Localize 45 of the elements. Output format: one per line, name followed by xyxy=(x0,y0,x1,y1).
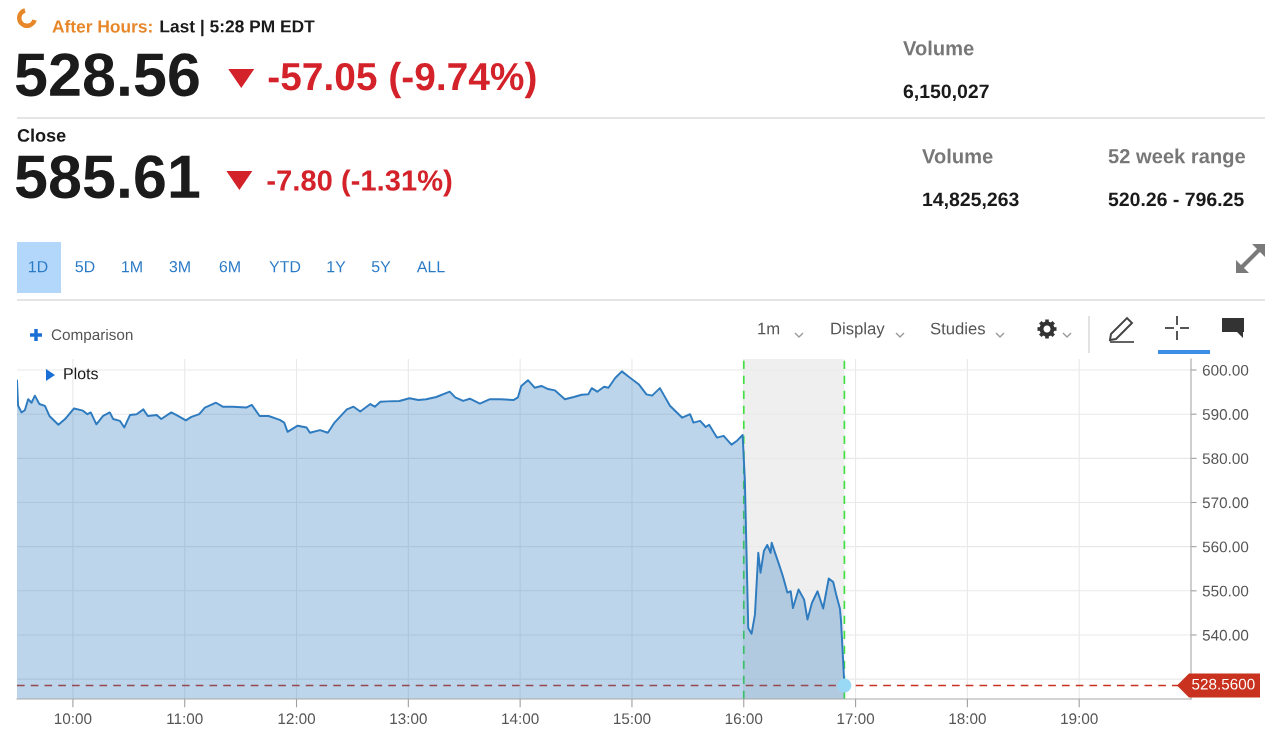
x-tick-label: 10:00 xyxy=(54,713,92,725)
text: -57.05 (-9.74%) xyxy=(268,61,536,99)
text: 520.26 - 796.25 xyxy=(1108,192,1244,207)
text: 1M xyxy=(122,261,142,273)
text: Volume xyxy=(903,40,974,56)
text: Display xyxy=(831,322,885,338)
y-tick-label: 580.00 xyxy=(1202,453,1249,465)
x-tick-label: 18:00 xyxy=(949,713,986,725)
x-tick-label: 11:00 xyxy=(167,713,203,725)
text: 5Y xyxy=(371,261,391,273)
x-tick-label: 14:00 xyxy=(502,713,539,725)
x-tick-label: 12:00 xyxy=(278,713,316,725)
y-tick-label: 550.00 xyxy=(1202,585,1249,597)
y-tick-label: 600.00 xyxy=(1202,364,1249,376)
y-tick-label: 570.00 xyxy=(1202,497,1249,509)
x-tick-label: 16:00 xyxy=(725,713,763,725)
text: ALL xyxy=(416,261,445,273)
x-tick-label: 17:00 xyxy=(837,713,875,725)
text: Comparison xyxy=(51,328,133,344)
text: YTD xyxy=(269,261,301,273)
ref-line-label: 528.5600 xyxy=(1192,678,1255,690)
x-tick-label: 19:00 xyxy=(1061,713,1098,725)
text: 6,150,027 xyxy=(903,84,989,102)
text: 585.61 xyxy=(15,155,200,199)
text: -7.80 (-1.31%) xyxy=(267,169,452,197)
text: Volume xyxy=(922,148,993,164)
text: 6M xyxy=(219,260,240,273)
text: 1m xyxy=(758,322,780,335)
text: After Hours: xyxy=(52,19,152,33)
y-tick-label: 590.00 xyxy=(1202,409,1249,420)
text: 1D xyxy=(29,261,48,273)
annotation: Plots xyxy=(64,367,98,380)
text: 5D xyxy=(75,261,95,273)
text: Close xyxy=(17,128,66,142)
text: 3M xyxy=(169,260,190,273)
text: Studies xyxy=(930,322,985,335)
x-tick-label: 15:00 xyxy=(614,713,651,725)
text: 52 week range xyxy=(1108,148,1246,168)
text: 528.56 xyxy=(15,53,199,97)
text: 14,825,263 xyxy=(923,192,1019,210)
text: 1Y xyxy=(327,261,346,273)
y-tick-label: 540.00 xyxy=(1202,629,1249,641)
y-tick-label: 560.00 xyxy=(1202,541,1249,553)
text: Last | 5:28 PM EDT xyxy=(160,19,315,37)
x-tick-label: 13:00 xyxy=(390,713,427,725)
